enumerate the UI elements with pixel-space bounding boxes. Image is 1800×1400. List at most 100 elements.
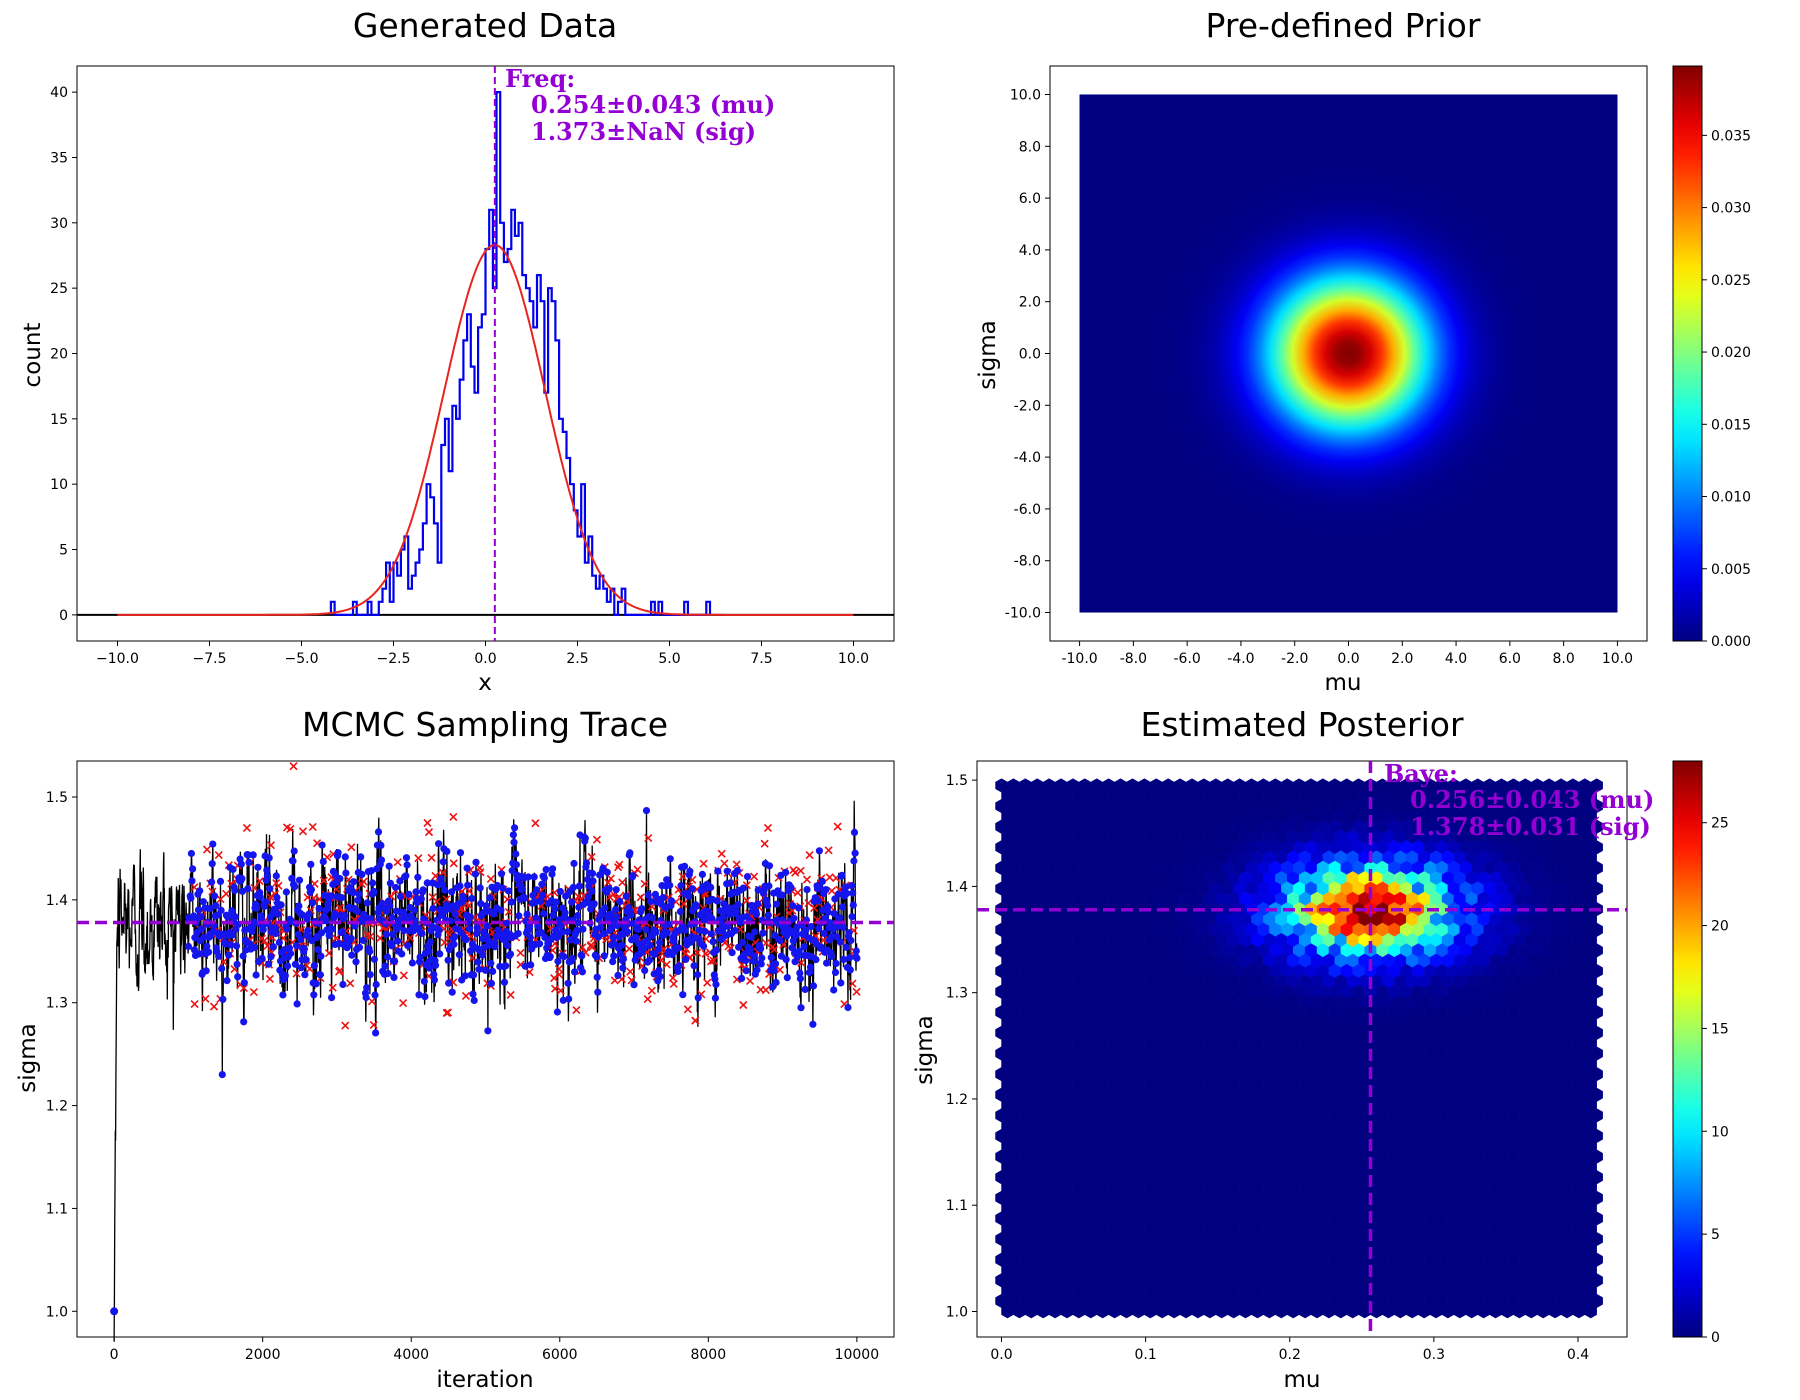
accepted-sample bbox=[562, 892, 570, 900]
accepted-sample bbox=[355, 890, 363, 898]
x-tick-label: 0.0 bbox=[474, 651, 496, 667]
accepted-sample bbox=[619, 964, 627, 972]
bayes-annotation-mu: 0.256±0.043 (mu) bbox=[1410, 785, 1654, 814]
accepted-sample bbox=[471, 870, 479, 878]
accepted-sample bbox=[212, 902, 220, 910]
rejected-sample bbox=[366, 932, 375, 941]
y-tick-label: 1.0 bbox=[46, 1304, 68, 1320]
accepted-sample bbox=[426, 938, 434, 946]
accepted-sample bbox=[420, 977, 428, 985]
accepted-sample bbox=[510, 838, 518, 846]
accepted-sample bbox=[412, 888, 420, 896]
generated-data-plot-area bbox=[76, 65, 895, 642]
accepted-sample bbox=[237, 860, 245, 868]
accepted-sample bbox=[199, 898, 207, 906]
accepted-sample bbox=[461, 972, 469, 980]
accepted-sample bbox=[344, 942, 352, 950]
accepted-sample bbox=[448, 988, 456, 996]
y-tick-label: 1.2 bbox=[946, 1092, 968, 1108]
rejected-sample bbox=[486, 874, 495, 884]
accepted-sample bbox=[765, 882, 773, 890]
accepted-sample bbox=[279, 991, 287, 999]
accepted-sample bbox=[223, 977, 231, 985]
accepted-sample bbox=[529, 891, 537, 900]
accepted-sample bbox=[594, 933, 603, 941]
accepted-sample bbox=[708, 915, 716, 923]
x-tick-label: −2.5 bbox=[376, 651, 410, 667]
accepted-sample bbox=[572, 937, 581, 945]
accepted-sample bbox=[229, 865, 237, 874]
accepted-sample bbox=[600, 952, 608, 960]
accepted-sample bbox=[506, 950, 515, 958]
accepted-sample bbox=[448, 888, 456, 896]
accepted-sample bbox=[665, 920, 673, 928]
accepted-sample bbox=[443, 847, 451, 856]
rejected-sample bbox=[461, 991, 471, 1000]
mcmc-trace-ylabel: sigma bbox=[15, 1023, 41, 1092]
colorbar-tick-label: 0.000 bbox=[1711, 634, 1751, 650]
accepted-sample bbox=[782, 956, 790, 964]
accepted-sample bbox=[304, 927, 312, 935]
accepted-sample bbox=[734, 901, 742, 909]
rejected-sample bbox=[709, 956, 718, 965]
accepted-sample bbox=[505, 887, 513, 895]
accepted-sample bbox=[302, 956, 310, 964]
rejected-sample bbox=[797, 958, 806, 967]
x-tick-label: 0 bbox=[110, 1347, 119, 1363]
accepted-sample bbox=[789, 902, 797, 910]
accepted-sample bbox=[377, 856, 386, 864]
accepted-sample bbox=[190, 946, 198, 954]
y-tick-label: 25 bbox=[50, 281, 68, 297]
rejected-sample bbox=[346, 979, 355, 988]
accepted-sample bbox=[792, 930, 800, 938]
accepted-sample bbox=[349, 889, 357, 897]
accepted-sample bbox=[569, 883, 578, 892]
x-tick-label: 6000 bbox=[542, 1347, 578, 1363]
accepted-sample bbox=[316, 971, 324, 979]
accepted-sample bbox=[541, 933, 549, 942]
accepted-sample bbox=[560, 953, 568, 961]
colorbar-tick-label: 0.030 bbox=[1711, 201, 1751, 217]
accepted-sample bbox=[390, 973, 398, 982]
trace-line bbox=[113, 800, 858, 1341]
accepted-sample bbox=[392, 883, 400, 892]
x-tick-label: 10000 bbox=[835, 1347, 880, 1363]
accepted-sample bbox=[618, 941, 626, 949]
rejected-sample bbox=[848, 979, 857, 988]
colorbar-tick-label: 0 bbox=[1711, 1330, 1720, 1346]
accepted-sample bbox=[817, 943, 825, 951]
accepted-sample bbox=[385, 862, 393, 870]
rejected-sample bbox=[819, 935, 828, 945]
mcmc-trace-xticks: 0 2000 4000 6000 8000 10000 bbox=[110, 1337, 879, 1363]
accepted-sample bbox=[227, 941, 235, 949]
rejected-sample bbox=[393, 858, 402, 867]
x-tick-label: 10.0 bbox=[1602, 651, 1633, 667]
accepted-sample bbox=[815, 847, 824, 855]
accepted-sample bbox=[726, 910, 734, 919]
accepted-sample bbox=[307, 886, 315, 894]
accepted-sample bbox=[287, 949, 295, 958]
accepted-sample bbox=[231, 913, 239, 921]
accepted-sample bbox=[797, 1004, 805, 1012]
rejected-sample bbox=[222, 889, 231, 898]
accepted-sample bbox=[423, 879, 431, 887]
y-tick-label: 10 bbox=[50, 477, 68, 493]
accepted-sample bbox=[374, 828, 383, 836]
accepted-sample bbox=[770, 966, 778, 975]
accepted-sample bbox=[218, 1071, 226, 1079]
rejected-sample bbox=[720, 859, 729, 868]
colorbar-tick-label: 20 bbox=[1711, 919, 1729, 935]
accepted-sample bbox=[830, 986, 838, 994]
accepted-sample bbox=[564, 979, 572, 987]
accepted-sample bbox=[666, 855, 674, 863]
accepted-sample bbox=[641, 966, 649, 975]
rejected-sample bbox=[805, 851, 814, 860]
rejected-sample bbox=[703, 978, 712, 987]
accepted-sample bbox=[531, 898, 539, 906]
accepted-sample bbox=[750, 952, 758, 960]
accepted-sample bbox=[613, 913, 621, 921]
prior-heatmap bbox=[1049, 65, 1648, 642]
accepted-sample bbox=[646, 941, 654, 949]
accepted-sample bbox=[250, 943, 258, 952]
accepted-sample bbox=[679, 991, 687, 999]
